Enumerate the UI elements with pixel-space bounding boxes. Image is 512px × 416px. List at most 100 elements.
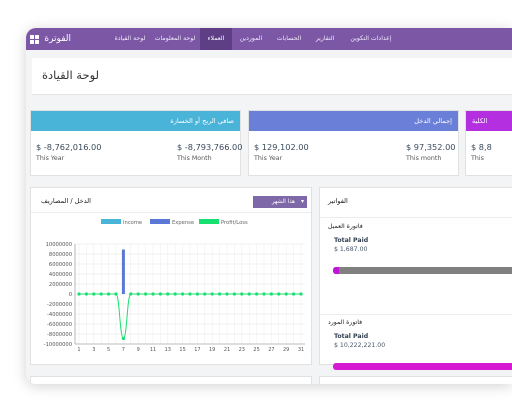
period-select[interactable]: هذا الشهر ▾ xyxy=(253,196,307,208)
y-tick-label: 10000000 xyxy=(46,242,72,248)
nav-item-accounts[interactable]: الحسابات xyxy=(276,35,302,42)
top-navbar: إعدادات التكوين التقارير الحسابات المورد… xyxy=(26,28,512,50)
apps-grid-icon[interactable] xyxy=(30,35,39,44)
point-profit-loss xyxy=(218,292,222,296)
point-profit-loss xyxy=(84,292,88,296)
income-expense-panel: الدخل / المصاريف هذا الشهر ▾ Income Expen… xyxy=(30,187,312,365)
point-profit-loss xyxy=(158,292,162,296)
customer-total-paid-label: Total Paid xyxy=(334,237,369,244)
supplier-paid-bar xyxy=(333,363,512,370)
card-title: الكلية xyxy=(466,111,512,131)
month-label: This Month xyxy=(177,155,212,162)
total-income-card: إجمالي الدخل $ 129,102.00 This Year $ 97… xyxy=(248,110,459,176)
year-label: This Year xyxy=(36,155,65,162)
point-profit-loss xyxy=(166,292,170,296)
x-tick-label: 23 xyxy=(239,347,245,353)
app-brand[interactable]: الفوترة xyxy=(44,34,71,44)
y-tick-label: -2000000 xyxy=(47,302,72,308)
lower-panel-left xyxy=(30,376,312,384)
year-value: $ 8,8 xyxy=(471,142,492,152)
legend-swatch xyxy=(199,219,219,224)
card-title: إجمالي الدخل xyxy=(249,111,458,131)
x-tick-label: 19 xyxy=(209,347,215,353)
x-tick-label: 31 xyxy=(298,347,304,353)
net-profit-card: صافي الربح أو الخسارة $ -8,762,016.00 Th… xyxy=(30,110,243,176)
year-label: This xyxy=(471,155,484,162)
point-profit-loss xyxy=(240,292,244,296)
year-label: This Year xyxy=(254,155,283,162)
point-profit-loss xyxy=(144,292,148,296)
x-tick-label: 1 xyxy=(77,347,80,353)
y-tick-label: -4000000 xyxy=(47,312,72,318)
y-tick-label: 0 xyxy=(69,292,72,298)
nav-item-reports[interactable]: التقارير xyxy=(315,35,335,42)
divider xyxy=(31,212,311,213)
bar-expense xyxy=(121,249,125,294)
income-expense-chart: Income Expense Profit/Loss 10000000 8000000 6… xyxy=(44,219,305,353)
x-tick-label: 3 xyxy=(92,347,95,353)
panel-title: الدخل / المصاريف xyxy=(41,197,92,205)
point-profit-loss xyxy=(210,292,214,296)
page-header: لوحة القيادة xyxy=(32,58,512,95)
x-tick-label: 7 xyxy=(122,347,125,353)
point-profit-loss xyxy=(129,292,133,296)
supplier-invoice-label: فاتورة المورد xyxy=(328,319,363,326)
point-profit-loss xyxy=(262,292,266,296)
period-select-value: هذا الشهر xyxy=(271,199,295,205)
point-profit-loss xyxy=(247,292,251,296)
nav-item-info-dashboard[interactable]: لوحة المعلومات xyxy=(154,35,196,42)
legend-swatch xyxy=(101,219,121,224)
supplier-paid-fill xyxy=(333,363,512,370)
y-tick-label: 4000000 xyxy=(49,272,72,278)
chevron-down-icon: ▾ xyxy=(300,198,304,205)
legend-swatch xyxy=(150,219,170,224)
divider xyxy=(320,314,512,315)
y-tick-label: 2000000 xyxy=(49,282,72,288)
point-profit-loss xyxy=(92,292,96,296)
customer-total-paid-value: $ 1,687.00 xyxy=(334,246,368,253)
card-title: صافي الربح أو الخسارة xyxy=(31,111,240,131)
point-profit-loss xyxy=(173,292,177,296)
legend-label: Expense xyxy=(172,220,194,226)
supplier-total-paid-label: Total Paid xyxy=(334,333,369,340)
x-tick-label: 29 xyxy=(283,347,289,353)
point-profit-loss xyxy=(195,292,199,296)
nav-item-suppliers[interactable]: الموردين xyxy=(239,35,263,42)
total-expense-card: الكلية $ 8,8 This xyxy=(465,110,512,176)
customer-invoice-label: فاتورة العميل xyxy=(328,223,363,230)
point-profit-loss xyxy=(121,336,125,341)
month-value: $ 97,352.00 xyxy=(406,142,456,152)
x-tick-label: 17 xyxy=(194,347,200,353)
y-tick-label: 8000000 xyxy=(49,252,72,258)
panel-title: الفواتير xyxy=(328,197,348,205)
point-profit-loss xyxy=(151,292,155,296)
x-tick-label: 5 xyxy=(107,347,110,353)
month-label: This month xyxy=(406,155,442,162)
point-profit-loss xyxy=(136,292,140,296)
point-profit-loss xyxy=(277,292,281,296)
x-tick-label: 21 xyxy=(224,347,230,353)
point-profit-loss xyxy=(284,292,288,296)
x-tick-label: 27 xyxy=(268,347,274,353)
nav-item-config-settings[interactable]: إعدادات التكوين xyxy=(350,35,392,42)
customer-paid-fill xyxy=(333,267,339,274)
y-tick-label: -10000000 xyxy=(44,342,72,348)
y-tick-label: -6000000 xyxy=(47,322,72,328)
y-tick-label: 6000000 xyxy=(49,262,72,268)
nav-item-customers[interactable]: العملاء xyxy=(200,28,232,50)
point-profit-loss xyxy=(114,292,118,296)
point-profit-loss xyxy=(269,292,273,296)
point-profit-loss xyxy=(99,292,103,296)
x-tick-label: 25 xyxy=(253,347,259,353)
point-profit-loss xyxy=(232,292,236,296)
point-profit-loss xyxy=(255,292,259,296)
x-tick-label: 9 xyxy=(137,347,140,353)
point-profit-loss xyxy=(77,292,81,296)
customer-paid-progress xyxy=(333,267,512,274)
point-profit-loss xyxy=(188,292,192,296)
month-value: $ -8,793,766.00 xyxy=(177,142,243,152)
divider xyxy=(320,217,512,218)
legend-label: Income xyxy=(123,220,142,226)
nav-item-dashboard[interactable]: لوحة القيادة xyxy=(114,35,146,42)
invoices-panel: الفواتير فاتورة العميل Total Paid $ 1,68… xyxy=(319,187,512,370)
